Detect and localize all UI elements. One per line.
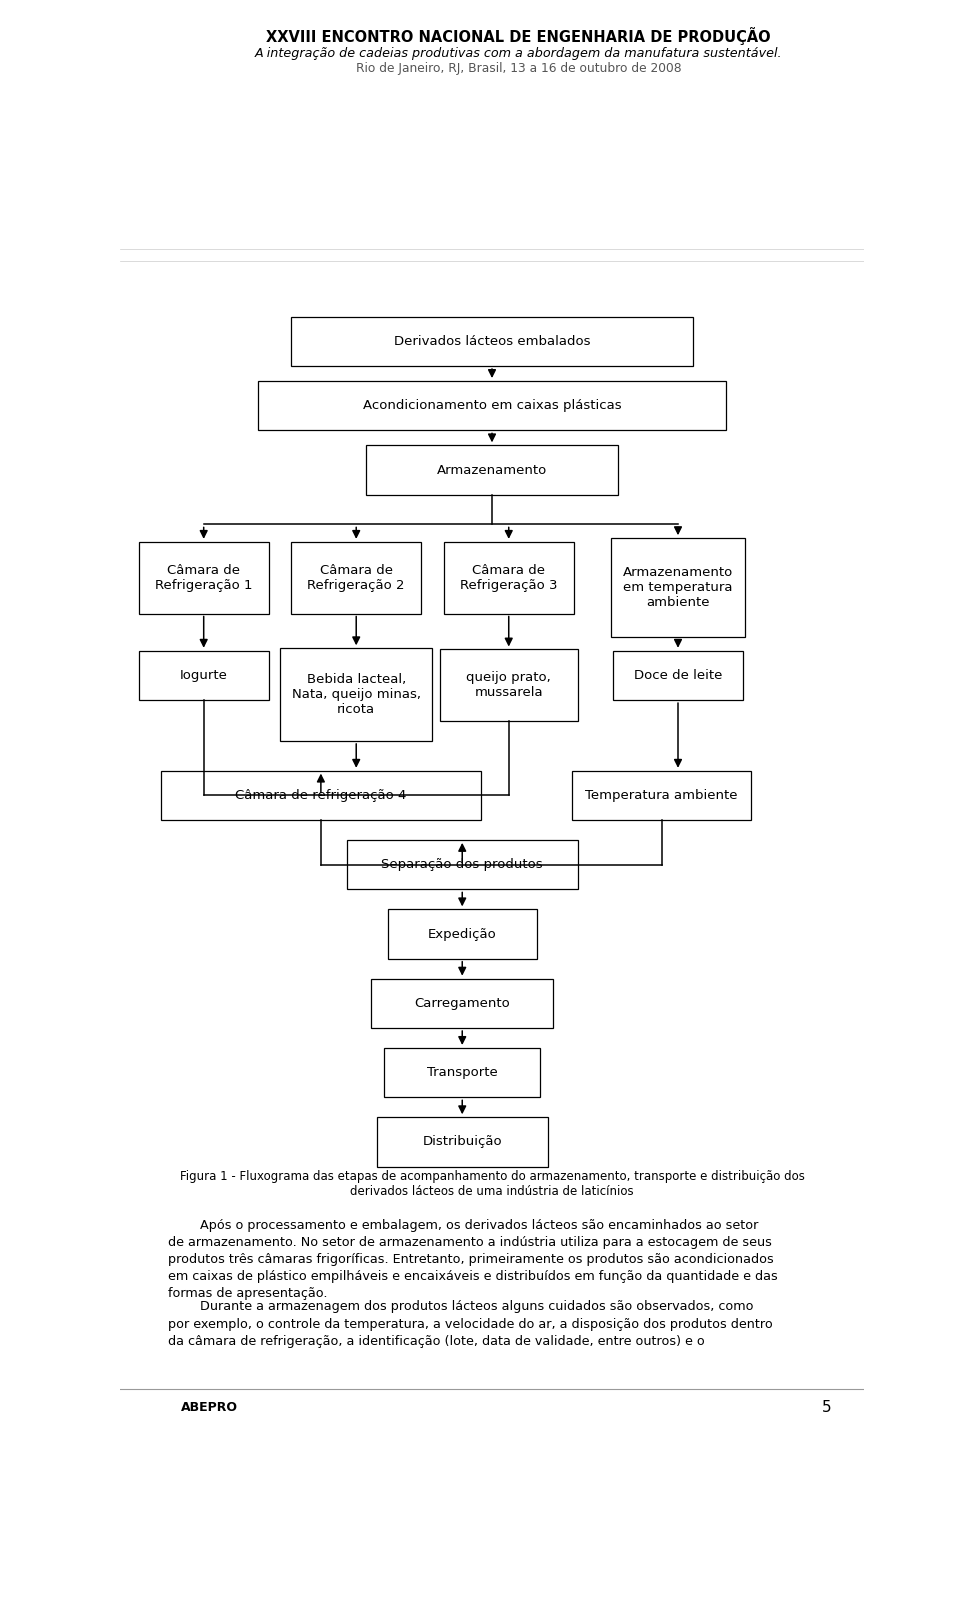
Text: por exemplo, o controle da temperatura, a velocidade do ar, a disposição dos pro: por exemplo, o controle da temperatura, … [168, 1318, 773, 1348]
Bar [161, 771, 481, 820]
Bar [366, 445, 618, 495]
Text: A integração de cadeias produtivas com a abordagem da manufatura sustentável.: A integração de cadeias produtivas com a… [254, 47, 782, 61]
Text: Temperatura ambiente: Temperatura ambiente [586, 789, 738, 802]
Text: Câmara de refrigeração 4: Câmara de refrigeração 4 [235, 789, 407, 802]
Text: queijo prato,
mussarela: queijo prato, mussarela [467, 672, 551, 699]
Text: Rio de Janeiro, RJ, Brasil, 13 a 16 de outubro de 2008: Rio de Janeiro, RJ, Brasil, 13 a 16 de o… [355, 61, 682, 76]
Text: Armazenamento
em temperatura
ambiente: Armazenamento em temperatura ambiente [623, 566, 733, 609]
Text: derivados lácteos de uma indústria de laticínios: derivados lácteos de uma indústria de la… [350, 1184, 634, 1197]
Bar [280, 648, 432, 741]
Text: Doce de leite: Doce de leite [635, 669, 723, 681]
Bar [372, 979, 553, 1028]
Text: Após o processamento e embalagem, os derivados lácteos são encaminhados ao setor: Após o processamento e embalagem, os der… [168, 1218, 758, 1231]
Text: Durante a armazenagem dos produtos lácteos alguns cuidados são observados, como: Durante a armazenagem dos produtos lácte… [168, 1300, 754, 1313]
Bar [291, 317, 693, 366]
Text: Iogurte: Iogurte [180, 669, 228, 681]
Bar [444, 542, 574, 614]
Bar [291, 542, 421, 614]
Bar [257, 381, 727, 431]
Text: Derivados lácteos embalados: Derivados lácteos embalados [394, 334, 590, 347]
Text: Transporte: Transporte [427, 1065, 497, 1080]
Bar [572, 771, 751, 820]
Bar [138, 651, 269, 701]
Bar [613, 651, 743, 701]
Text: Câmara de
Refrigeração 3: Câmara de Refrigeração 3 [460, 564, 558, 591]
Text: Figura 1 - Fluxograma das etapas de acompanhamento do armazenamento, transporte : Figura 1 - Fluxograma das etapas de acom… [180, 1170, 804, 1183]
Text: 5: 5 [822, 1400, 831, 1416]
Bar [611, 538, 745, 636]
Text: Separação dos produtos: Separação dos produtos [381, 858, 543, 871]
Bar [440, 649, 578, 722]
Text: Bebida lacteal,
Nata, queijo minas,
ricota: Bebida lacteal, Nata, queijo minas, rico… [292, 673, 420, 717]
Text: XXVIII ENCONTRO NACIONAL DE ENGENHARIA DE PRODUÇÃO: XXVIII ENCONTRO NACIONAL DE ENGENHARIA D… [266, 27, 771, 45]
Text: Acondicionamento em caixas plásticas: Acondicionamento em caixas plásticas [363, 399, 621, 411]
Text: ABEPRO: ABEPRO [180, 1401, 238, 1414]
Bar [376, 1117, 548, 1167]
Text: Expedição: Expedição [428, 927, 496, 940]
Bar [138, 542, 269, 614]
Text: de armazenamento. No setor de armazenamento a indústria utiliza para a estocagem: de armazenamento. No setor de armazename… [168, 1236, 779, 1300]
Text: Carregamento: Carregamento [415, 996, 510, 1009]
Text: Armazenamento: Armazenamento [437, 463, 547, 477]
Bar [347, 840, 578, 890]
Text: Câmara de
Refrigeração 2: Câmara de Refrigeração 2 [307, 564, 405, 591]
Bar [388, 910, 537, 959]
Text: Distribuição: Distribuição [422, 1136, 502, 1149]
Bar [384, 1048, 540, 1098]
Text: Câmara de
Refrigeração 1: Câmara de Refrigeração 1 [155, 564, 252, 591]
